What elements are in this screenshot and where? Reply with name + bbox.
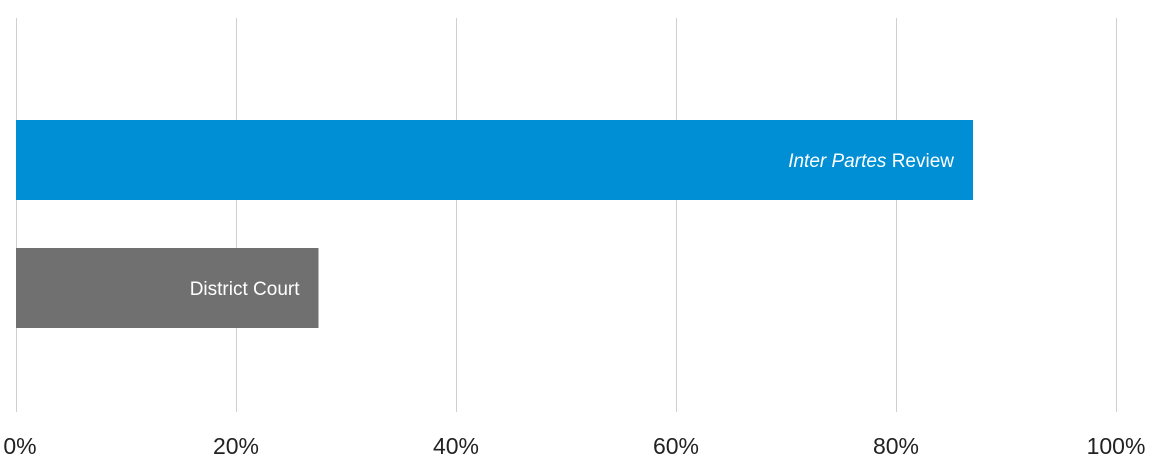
bar-label-0: Inter Partes Review <box>788 151 954 172</box>
x-tick-label-20: 20% <box>213 433 259 459</box>
x-tick-label-0: 0% <box>3 433 36 459</box>
x-tick-label-40: 40% <box>433 433 479 459</box>
bar-label-text-1: District Court <box>190 279 301 300</box>
bar-label-text-0: Review <box>886 151 954 172</box>
bar-0 <box>16 120 973 200</box>
bar-label-1: District Court <box>190 279 301 300</box>
bar-label-italic-0: Inter Partes <box>788 151 887 172</box>
x-tick-label-60: 60% <box>653 433 699 459</box>
bar-1 <box>16 248 319 328</box>
x-tick-label-80: 80% <box>873 433 919 459</box>
x-tick-label-100: 100% <box>1087 433 1146 459</box>
